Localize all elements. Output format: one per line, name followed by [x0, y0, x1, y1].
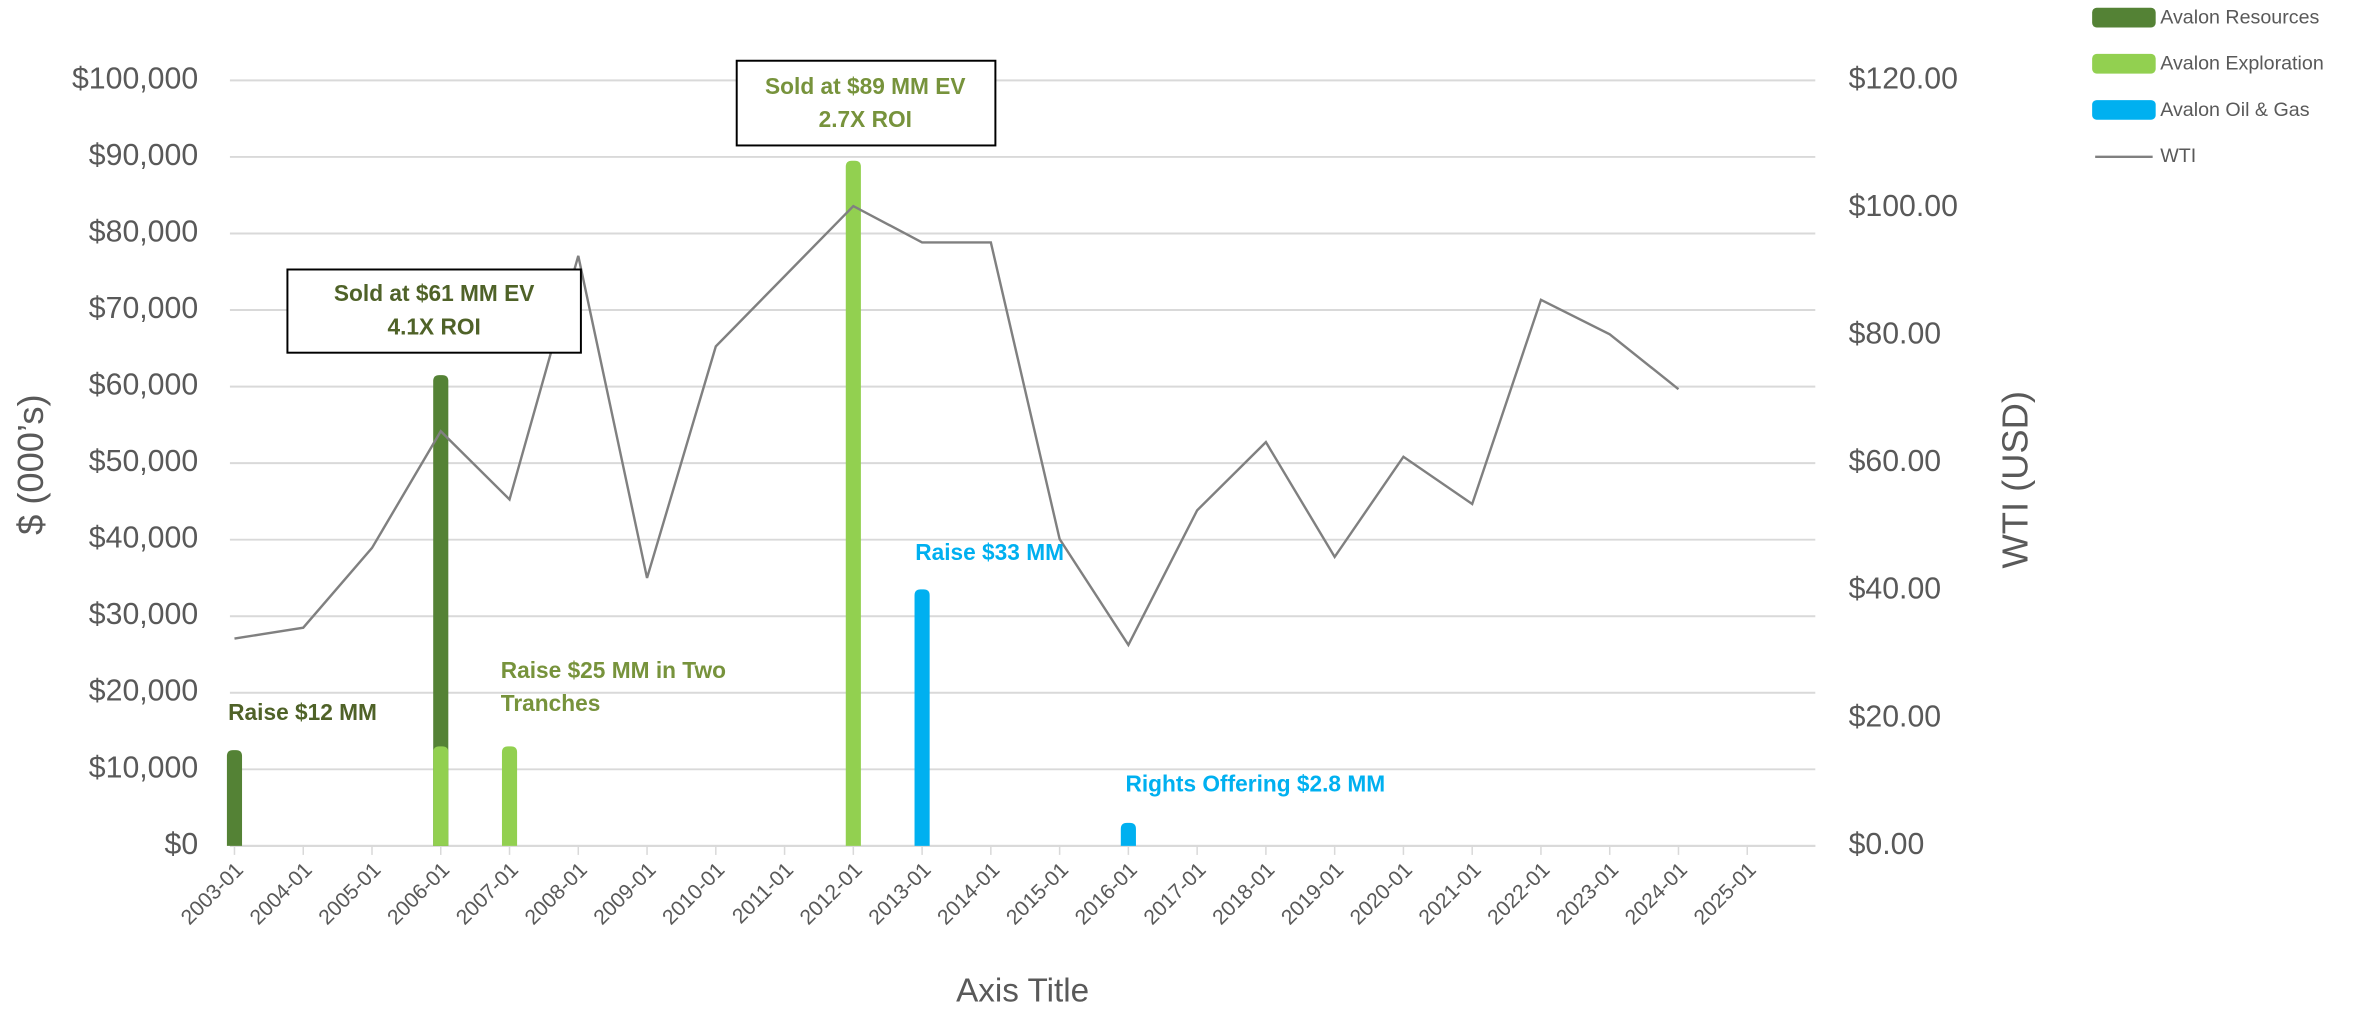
x-tick-label: 2003-01 [177, 858, 248, 929]
y-tick-label: $10,000 [89, 751, 198, 784]
legend-label: WTI [2160, 145, 2196, 167]
x-tick-label: 2019-01 [1277, 858, 1348, 929]
x-tick-label: 2010-01 [658, 858, 729, 929]
y-tick-label: $60,000 [89, 369, 198, 402]
bar [914, 589, 930, 846]
y2-tick-label: $0.00 [1849, 828, 1925, 861]
x-tick-label: 2018-01 [1208, 858, 1279, 929]
y2-tick-label: $100.00 [1849, 190, 1958, 223]
x-tick-label: 2015-01 [1002, 858, 1073, 929]
bar [433, 746, 449, 846]
y2-tick-label: $60.00 [1849, 445, 1942, 478]
legend-swatch [2092, 7, 2156, 28]
bar [433, 375, 449, 846]
y2-tick-label: $20.00 [1849, 700, 1942, 733]
x-tick-label: 2017-01 [1140, 858, 1211, 929]
bar [226, 750, 243, 846]
x-tick-label: 2004-01 [246, 858, 317, 929]
x-tick-label: 2013-01 [864, 858, 935, 929]
wti-line [234, 204, 1680, 648]
x-tick-label: 2009-01 [589, 858, 660, 929]
legend-swatch [2092, 53, 2156, 74]
y-tick-label: $20,000 [89, 675, 198, 708]
y-tick-label: $40,000 [89, 522, 198, 555]
x-tick-label: 2011-01 [728, 858, 798, 928]
y2-tick-label: $80.00 [1849, 318, 1942, 351]
annotation: Raise $12 MM [228, 699, 377, 725]
annotation-box [286, 268, 582, 354]
legend-swatch [2092, 100, 2156, 120]
annotation-box [735, 59, 997, 147]
legend-label: Avalon Exploration [2160, 53, 2324, 75]
bar [501, 746, 518, 846]
annotation: 4.1X ROI [388, 313, 481, 339]
y-tick-label: $70,000 [89, 292, 198, 325]
x-tick-label: 2020-01 [1346, 858, 1417, 929]
x-tick-label: 2025-01 [1690, 858, 1761, 929]
y2-axis-title: WTI (USD) [1995, 391, 2036, 568]
annotation: 2.7X ROI [819, 106, 912, 132]
y-tick-label: $30,000 [89, 598, 198, 631]
annotation: Sold at $89 MM EV [765, 73, 965, 99]
y-tick-label: $80,000 [89, 215, 198, 248]
y2-tick-label: $40.00 [1849, 573, 1942, 606]
y2-tick-label: $120.00 [1849, 62, 1958, 95]
y-axis-title: $ (000’s) [10, 394, 51, 535]
x-tick-label: 2005-01 [314, 858, 385, 929]
x-tick-label: 2024-01 [1621, 858, 1692, 929]
x-axis-title: Axis Title [956, 972, 1089, 1009]
legend-label: Avalon Resources [2160, 7, 2319, 29]
y-tick-label: $0 [165, 828, 199, 861]
annotation: Tranches [501, 690, 601, 716]
x-tick-label: 2016-01 [1071, 858, 1142, 929]
annotation: Raise $33 MM [915, 539, 1064, 565]
y-tick-label: $100,000 [72, 62, 198, 95]
y-tick-label: $90,000 [89, 139, 198, 172]
x-tick-label: 2012-01 [796, 858, 867, 929]
x-tick-label: 2022-01 [1483, 858, 1554, 929]
x-tick-label: 2023-01 [1552, 858, 1623, 929]
bar [1120, 822, 1136, 846]
bar [845, 160, 861, 846]
annotation: Raise $25 MM in Two [501, 657, 726, 683]
x-tick-label: 2008-01 [521, 858, 592, 929]
legend-label: Avalon Oil & Gas [2160, 99, 2309, 121]
x-tick-label: 2007-01 [452, 858, 523, 929]
annotation: Sold at $61 MM EV [334, 280, 534, 306]
x-tick-label: 2006-01 [383, 858, 454, 929]
annotation: Rights Offering $2.8 MM [1125, 770, 1385, 796]
y-tick-label: $50,000 [89, 445, 198, 478]
x-tick-label: 2021-01 [1415, 858, 1486, 929]
x-tick-label: 2014-01 [933, 858, 1004, 929]
